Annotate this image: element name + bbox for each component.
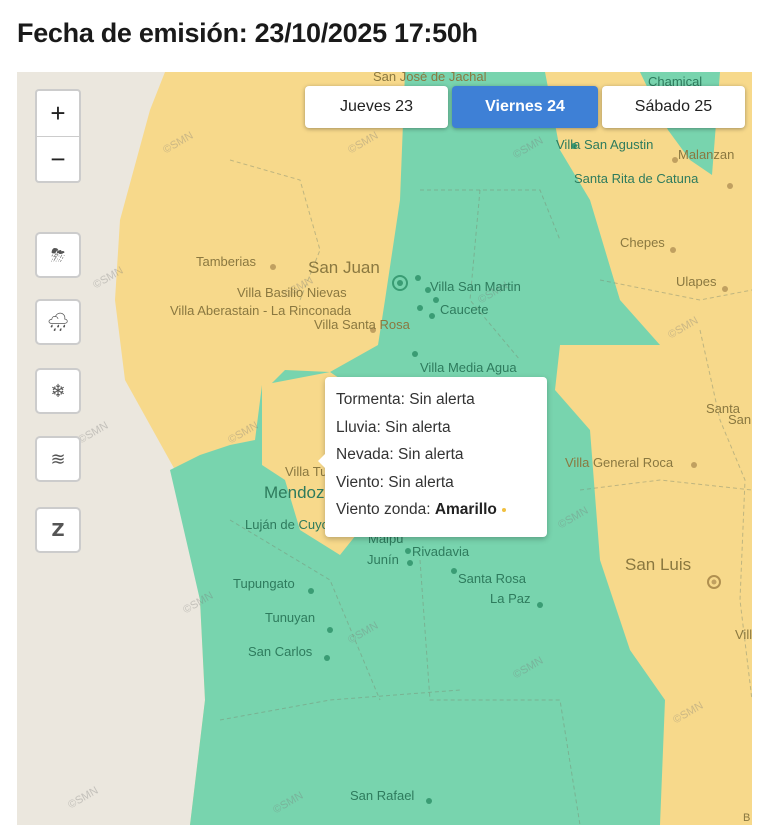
place-label: Vill xyxy=(735,627,752,642)
yellow-level-dot xyxy=(501,507,506,512)
place-label: Rivadavia xyxy=(412,544,470,559)
place-label: Chepes xyxy=(620,235,665,250)
tooltip-row-viento: Viento: Sin alerta xyxy=(336,473,454,491)
place-label: San José de Jachal xyxy=(373,72,487,84)
place-label: Santa xyxy=(706,401,740,416)
place-label: Mendoza xyxy=(264,483,334,502)
place-label: San xyxy=(728,412,752,427)
rain-icon: 🌧 xyxy=(46,311,70,332)
zoom-control: + − xyxy=(35,89,81,183)
tab-jueves-23[interactable]: Jueves 23 xyxy=(305,86,448,128)
place-label: San Carlos xyxy=(248,644,313,659)
place-label: Villa San Martin xyxy=(430,279,521,294)
place-label: Tupungato xyxy=(233,576,295,591)
wind-layer-button[interactable]: ≋ xyxy=(35,436,81,482)
place-label: Luján de Cuyo xyxy=(245,517,329,532)
place-label: B xyxy=(743,812,751,824)
alert-tooltip: Tormenta: Sin alerta Lluvia: Sin alerta … xyxy=(318,377,547,537)
town-markers-yellow xyxy=(270,157,733,589)
place-label: Malanzan xyxy=(678,147,735,162)
tooltip-row-nevada: Nevada: Sin alerta xyxy=(336,446,464,463)
place-label: Ulapes xyxy=(676,274,717,289)
place-label: Santa Rita de Catuna xyxy=(574,171,699,186)
zoom-in-button[interactable]: + xyxy=(37,91,79,137)
place-label: Villa Basilio Nievas xyxy=(237,285,347,300)
place-label: San Luis xyxy=(625,555,692,574)
zoom-out-button[interactable]: − xyxy=(50,144,66,174)
zonda-icon: Z xyxy=(51,519,65,541)
place-label: Junín xyxy=(367,552,399,567)
wind-icon: ≋ xyxy=(50,448,66,469)
place-label: Tunuyan xyxy=(265,610,316,625)
snow-icon: ❄ xyxy=(50,380,66,401)
place-label: San Juan xyxy=(308,258,380,277)
place-label: Caucete xyxy=(440,302,489,317)
place-label: Villa Santa Rosa xyxy=(314,317,410,332)
place-label: Villa San Agustin xyxy=(556,137,654,152)
tooltip-row-tormenta: Tormenta: Sin alerta xyxy=(336,391,475,408)
storm-icon: ⛈ xyxy=(50,244,66,265)
alert-map[interactable]: ©SMN ©SMN ©SMN ©SMN ©SMN ©SMN ©SMN ©SMN … xyxy=(17,72,752,825)
zonda-layer-button[interactable]: Z xyxy=(35,507,81,553)
snow-layer-button[interactable]: ❄ xyxy=(35,368,81,414)
emission-date-title: Fecha de emisión: 23/10/2025 17:50h xyxy=(17,18,478,48)
storm-layer-button[interactable]: ⛈ xyxy=(35,232,81,278)
place-label: Tamberias xyxy=(196,254,256,269)
tab-viernes-24[interactable]: Viernes 24 xyxy=(452,86,598,128)
boundaries xyxy=(219,159,752,825)
place-label: Villa Media Agua xyxy=(420,360,517,375)
zonda-level: Amarillo xyxy=(434,501,497,518)
city-markers xyxy=(308,143,577,804)
rain-layer-button[interactable]: 🌧 xyxy=(35,299,81,345)
place-label: San Rafael xyxy=(350,788,415,803)
place-label: Villa Aberastain - La Rinconada xyxy=(170,303,352,318)
place-label: La Paz xyxy=(490,591,531,606)
place-label: Santa Rosa xyxy=(458,571,526,586)
tooltip-row-lluvia: Lluvia: Sin alerta xyxy=(336,418,451,436)
tooltip-row-viento-zonda: Viento zonda: Amarillo xyxy=(336,501,547,529)
place-label: Chamical xyxy=(648,74,703,89)
place-label: Villa General Roca xyxy=(565,455,674,470)
tab-sabado-25[interactable]: Sábado 25 xyxy=(602,86,745,128)
